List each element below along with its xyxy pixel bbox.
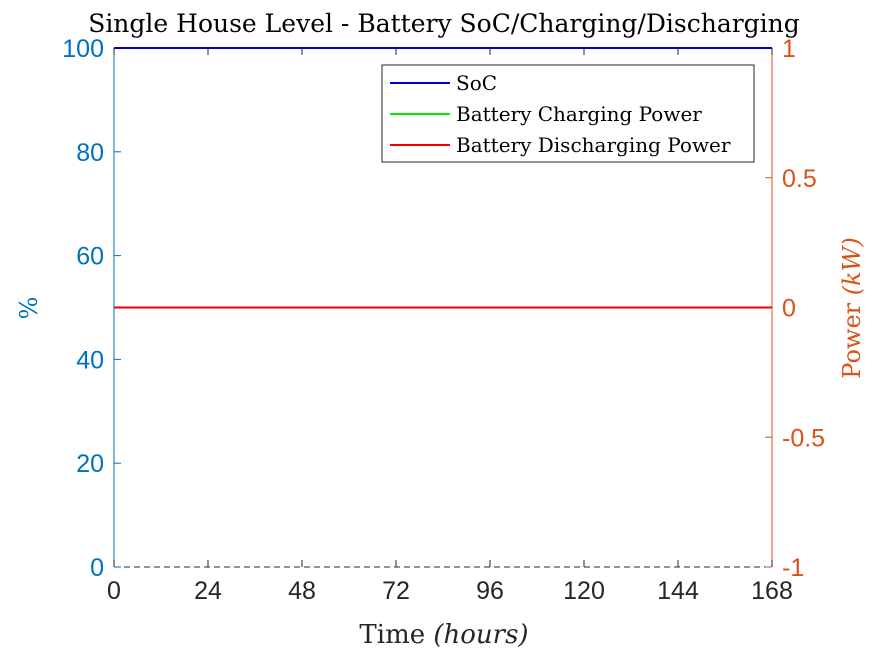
right-tick-label: -0.5 xyxy=(782,424,825,452)
series-lines xyxy=(114,47,772,309)
x-tick-label: 48 xyxy=(288,577,316,605)
x-tick-label: 120 xyxy=(563,577,605,605)
left-tick-label: 0 xyxy=(90,554,104,582)
left-tick-label: 20 xyxy=(76,450,104,478)
x-tick-label: 96 xyxy=(476,577,504,605)
x-tick-label: 0 xyxy=(107,577,121,605)
right-axis-ticks: -1 -0.5 0 0.5 1 xyxy=(765,35,825,582)
right-axis-label-text: Power xyxy=(838,295,866,378)
right-tick-label: 0.5 xyxy=(782,165,817,193)
x-axis-label-unit: (hours) xyxy=(433,620,528,650)
x-axis-ticks: 0 24 48 72 96 120 144 168 xyxy=(107,48,793,605)
left-tick-label: 100 xyxy=(62,35,104,63)
legend-items: SoC Battery Charging Power Battery Dischar… xyxy=(390,71,731,157)
right-tick-label: 0 xyxy=(782,295,796,323)
legend: SoC Battery Charging Power Battery Dischar… xyxy=(381,64,755,163)
right-tick-label: -1 xyxy=(782,554,804,582)
x-axis-label: Time (hours) xyxy=(359,620,528,650)
legend-label-0: SoC xyxy=(456,71,497,95)
x-tick-label: 168 xyxy=(751,577,793,605)
x-tick-label: 24 xyxy=(194,577,222,605)
legend-label-1: Battery Charging Power xyxy=(456,102,702,126)
x-tick-label: 144 xyxy=(657,577,699,605)
right-axis-label-unit: (kW) xyxy=(838,237,866,295)
left-tick-label: 40 xyxy=(76,346,104,374)
chart-title: Single House Level - Battery SoC/Chargin… xyxy=(88,9,800,38)
left-tick-label: 60 xyxy=(76,243,104,271)
left-axis-label: % xyxy=(15,297,43,320)
left-tick-label: 80 xyxy=(76,139,104,167)
x-axis-label-text: Time xyxy=(359,620,433,650)
x-tick-label: 72 xyxy=(382,577,410,605)
legend-label-2: Battery Discharging Power xyxy=(456,133,731,157)
left-axis-ticks: 0 20 40 60 80 100 xyxy=(62,35,121,582)
right-axis-label: Power (kW) xyxy=(838,237,866,378)
right-tick-label: 1 xyxy=(782,35,796,63)
